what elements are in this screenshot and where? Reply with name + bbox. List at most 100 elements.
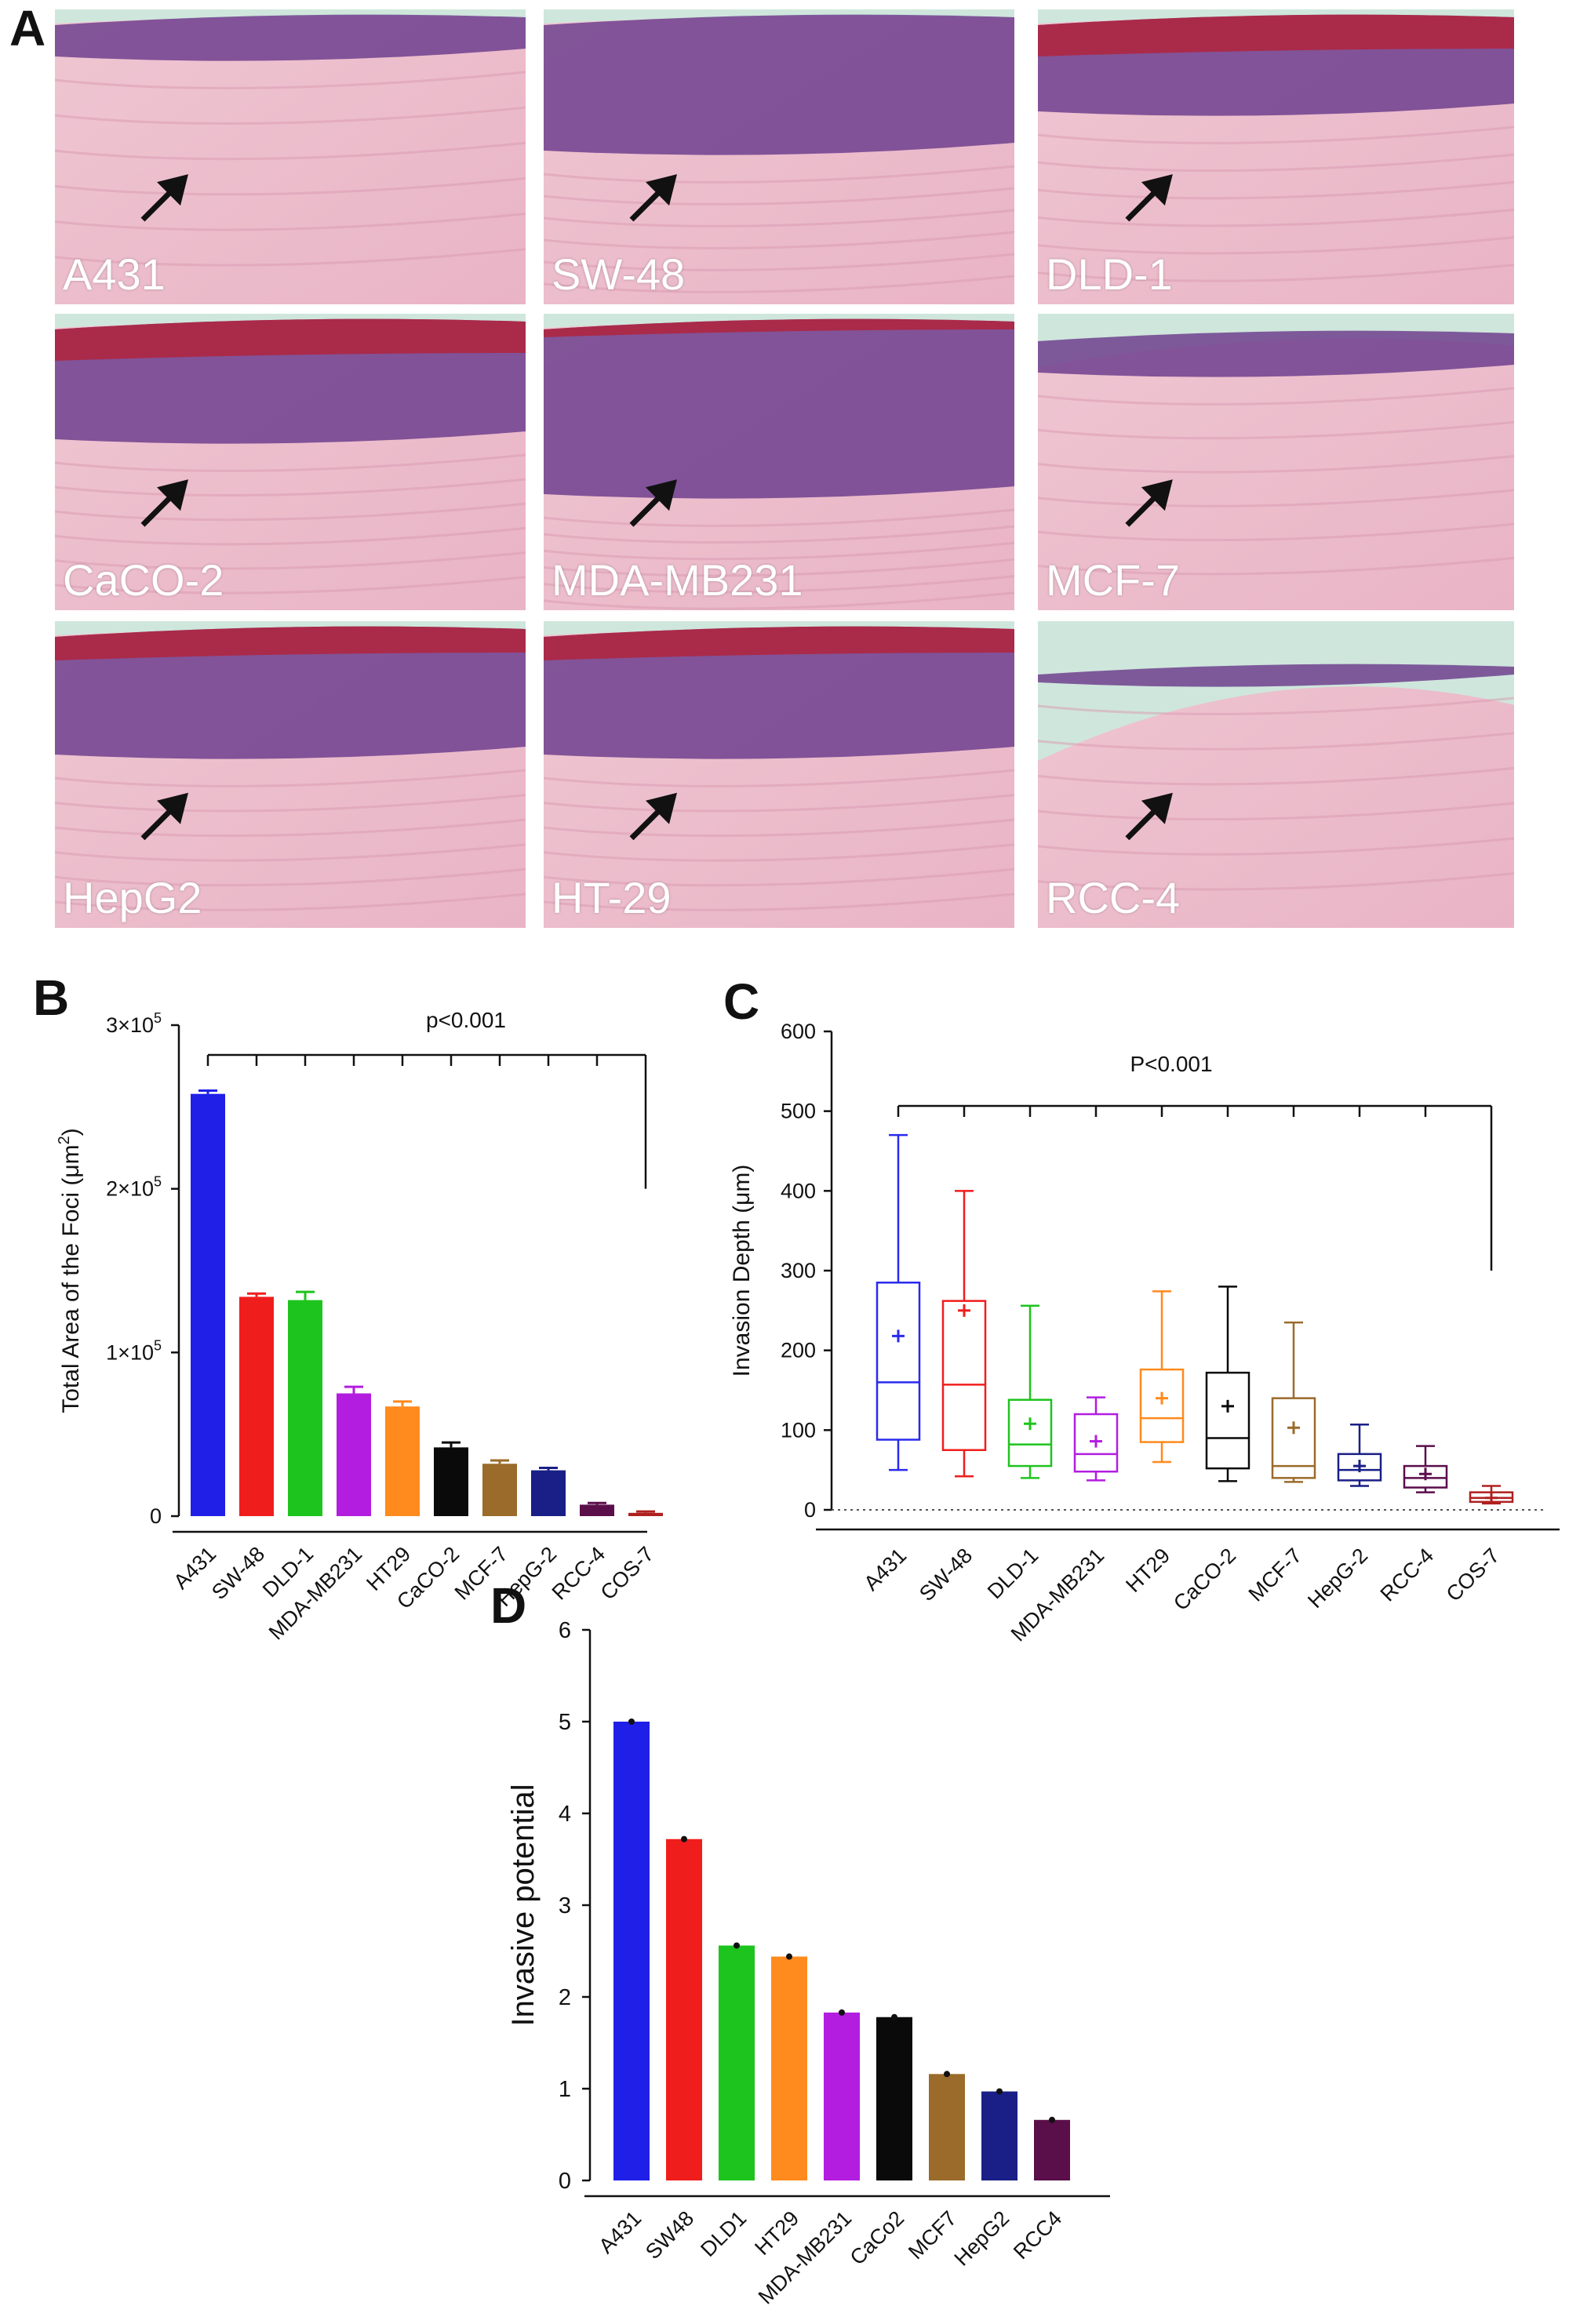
tissue-image xyxy=(544,314,1014,610)
bar xyxy=(771,1956,807,2180)
micrograph-label: CaCO-2 xyxy=(63,555,224,605)
bar-point xyxy=(944,2071,950,2078)
y-tick-label: 100 xyxy=(781,1418,816,1442)
bar xyxy=(981,2091,1017,2180)
tissue-image xyxy=(55,9,526,304)
y-tick-label: 2×105 xyxy=(106,1174,162,1201)
bar-point xyxy=(891,2013,897,2020)
tissue-image xyxy=(1038,621,1514,928)
y-tick-label: 4 xyxy=(559,1802,571,1827)
micrograph-tile: A431 xyxy=(55,9,526,304)
bar-point xyxy=(734,1942,740,1949)
x-tick-label: A431 xyxy=(594,2206,646,2258)
y-tick-label: 200 xyxy=(781,1339,816,1362)
bar xyxy=(288,1300,322,1516)
micrograph-tile: HepG2 xyxy=(55,621,526,928)
micrograph-label: DLD-1 xyxy=(1046,249,1173,299)
bar-point xyxy=(681,1835,687,1842)
y-tick-label: 1 xyxy=(559,2077,571,2102)
tissue-image xyxy=(55,621,526,928)
bar xyxy=(876,2017,912,2180)
micrograph-label: HT-29 xyxy=(552,873,672,922)
box-plot xyxy=(1139,1290,1185,1464)
bar xyxy=(531,1470,566,1516)
y-tick-label: 300 xyxy=(781,1259,816,1282)
micrograph-tile: CaCO-2 xyxy=(55,314,526,610)
tissue-image xyxy=(1038,9,1514,304)
x-tick-label: SW48 xyxy=(641,2206,698,2264)
bar-point xyxy=(786,1953,792,1960)
x-tick-label: MDA-MB231 xyxy=(754,2206,856,2308)
significance-label: P<0.001 xyxy=(1130,1052,1212,1076)
micrograph-label: A431 xyxy=(63,249,166,299)
panel-letter-c: C xyxy=(723,973,760,1030)
box-plot xyxy=(1271,1321,1316,1483)
y-tick-label: 0 xyxy=(559,2169,571,2194)
bar xyxy=(580,1504,614,1516)
y-axis-label: Invasion Depth (μm) xyxy=(729,1165,755,1377)
micrograph-label: RCC-4 xyxy=(1046,873,1181,922)
panel-letter-d: D xyxy=(490,1577,527,1634)
box-plot xyxy=(1007,1304,1053,1479)
box-plot xyxy=(1469,1485,1514,1505)
bar xyxy=(1034,2119,1070,2180)
box-plot xyxy=(1073,1396,1119,1482)
y-tick-label: 600 xyxy=(781,1020,816,1043)
bar xyxy=(824,2012,860,2180)
bar xyxy=(666,1838,702,2180)
bar xyxy=(434,1447,468,1516)
y-axis-label: Total Area of the Foci (μm2) xyxy=(56,1128,84,1413)
panel-letter-b: B xyxy=(33,969,70,1026)
micrograph-tile: MCF-7 xyxy=(1038,314,1514,610)
significance-label: p<0.001 xyxy=(426,1008,506,1032)
micrograph-tile: RCC-4 xyxy=(1038,621,1514,928)
y-tick-label: 0 xyxy=(150,1504,162,1528)
bar xyxy=(337,1393,371,1516)
micrograph-tile: DLD-1 xyxy=(1038,9,1514,304)
x-tick-label: DLD1 xyxy=(696,2206,751,2261)
box-plot xyxy=(1205,1286,1250,1482)
bar xyxy=(929,2074,965,2180)
bar xyxy=(628,1512,663,1516)
x-tick-label: HepG2 xyxy=(950,2206,1014,2271)
bar-point xyxy=(1049,2116,1055,2123)
micrograph-tile: HT-29 xyxy=(544,621,1014,928)
bar xyxy=(482,1464,517,1516)
bar xyxy=(191,1093,225,1516)
y-tick-label: 500 xyxy=(781,1100,816,1123)
y-tick-label: 400 xyxy=(781,1179,816,1202)
bar xyxy=(239,1297,274,1516)
bar-point xyxy=(839,2009,845,2016)
tissue-image xyxy=(55,314,526,610)
micrograph-tile: SW-48 xyxy=(544,9,1014,304)
box-plot xyxy=(941,1190,987,1478)
micrograph-label: MDA-MB231 xyxy=(552,555,803,605)
y-tick-label: 0 xyxy=(804,1498,816,1522)
tissue-image xyxy=(544,9,1014,304)
bar xyxy=(719,1945,755,2180)
y-axis-label: Invasive potential xyxy=(506,1784,541,2026)
micrograph-label: HepG2 xyxy=(63,873,202,922)
y-tick-label: 1×105 xyxy=(106,1337,162,1364)
box-plot xyxy=(876,1133,921,1471)
micrograph-label: SW-48 xyxy=(552,249,686,299)
micrograph-tile: MDA-MB231 xyxy=(544,314,1014,610)
y-tick-label: 6 xyxy=(559,1618,571,1643)
bar xyxy=(385,1406,420,1516)
y-tick-label: 3 xyxy=(559,1893,571,1918)
box-plot xyxy=(1403,1445,1448,1493)
x-tick-label: RCC4 xyxy=(1009,2206,1066,2264)
tissue-image xyxy=(544,621,1014,928)
micrograph-label: MCF-7 xyxy=(1046,555,1181,605)
y-tick-label: 2 xyxy=(559,1985,571,2010)
bar xyxy=(613,1722,650,2180)
bar-point xyxy=(628,1718,635,1725)
tissue-image xyxy=(1038,314,1514,610)
box-plot xyxy=(1337,1423,1382,1487)
y-tick-label: 5 xyxy=(559,1710,571,1735)
y-tick-label: 3×105 xyxy=(106,1010,162,1037)
x-tick-label: CaCo2 xyxy=(846,2206,909,2270)
